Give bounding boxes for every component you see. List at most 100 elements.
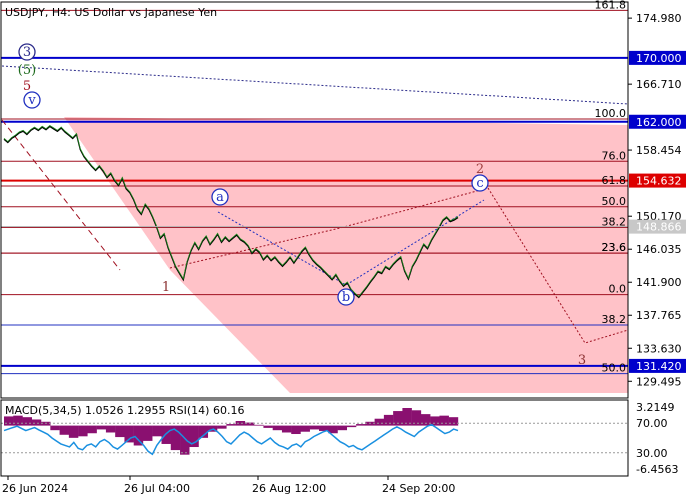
- price-line-highlight: [3, 125, 459, 297]
- indicator-tick-label: -6.4563: [636, 463, 678, 476]
- macd-bar: [309, 425, 320, 430]
- indicator-tick-label: 30.00: [636, 447, 668, 460]
- macd-bar: [68, 425, 79, 438]
- price-tick-label: 133.630: [636, 342, 682, 355]
- macd-bar: [402, 408, 412, 426]
- macd-bar: [374, 418, 385, 426]
- macd-bar: [254, 424, 264, 426]
- current-price-tag-label: 148.866: [636, 221, 682, 234]
- wave-label: 3: [23, 45, 31, 60]
- macd-bar: [226, 424, 236, 426]
- time-tick-label: 26 Aug 12:00: [252, 482, 326, 495]
- macd-bar: [328, 425, 338, 434]
- indicator-label: MACD(5,34,5) 1.0526 1.2955 RSI(14) 60.16: [5, 404, 244, 417]
- price-level-tag-label: 131.420: [636, 360, 682, 373]
- price-level-tag: [629, 114, 686, 129]
- macd-bar: [170, 425, 181, 451]
- fib-label: 61.8: [602, 174, 627, 187]
- price-level-tag: [629, 358, 686, 373]
- fib-label: 76.0: [602, 149, 627, 162]
- fib-label: 23.6: [602, 241, 627, 254]
- price-level-tag: [629, 50, 686, 65]
- price-level-tag-label: 170.000: [636, 52, 682, 65]
- wave-label-circle: [23, 91, 41, 109]
- time-tick-label: 26 Jul 04:00: [124, 482, 190, 495]
- macd-bar: [180, 425, 190, 455]
- forecast-path: [487, 187, 628, 344]
- macd-bar: [217, 425, 227, 429]
- time-tick-label: 26 Jun 2024: [2, 482, 68, 495]
- macd-bar: [50, 425, 60, 431]
- chart-title: USDJPY, H4: US Dollar vs Japanese Yen: [5, 6, 217, 19]
- fib-label-lower: 50.0: [602, 362, 627, 375]
- macd-bar: [105, 425, 116, 433]
- wave-label: v: [27, 93, 36, 108]
- wave-trendline: [1, 65, 628, 105]
- time-tick-label: 24 Sep 20:00: [382, 482, 455, 495]
- price-tick-label: 174.980: [636, 12, 682, 25]
- fib-label: 23.6: [602, 241, 627, 254]
- fib-label-lower: 38.2: [602, 313, 627, 326]
- wave-label: (5): [18, 63, 36, 78]
- price-tick-label: 146.035: [636, 243, 682, 256]
- macd-bar: [300, 425, 310, 432]
- macd-bar: [22, 417, 32, 426]
- macd-bar: [346, 425, 357, 428]
- macd-bar: [439, 415, 449, 426]
- macd-bar: [281, 425, 292, 433]
- wave-label: c: [476, 176, 483, 191]
- wave-label-circle: [211, 188, 229, 206]
- macd-bar: [420, 414, 431, 426]
- macd-bar: [189, 425, 199, 448]
- wave-label: a: [216, 190, 224, 205]
- macd-bar: [430, 416, 440, 426]
- wave-label: 3: [578, 353, 586, 368]
- macd-bar: [263, 425, 273, 428]
- macd-bar: [272, 425, 283, 431]
- price-level-tag: [629, 173, 686, 188]
- price-tick-label: 158.454: [636, 144, 682, 157]
- macd-bar: [161, 425, 171, 444]
- macd-bar: [319, 425, 329, 431]
- macd-bar: [411, 410, 422, 426]
- wave-label: b: [342, 290, 350, 305]
- fib-label: 50.0: [602, 195, 627, 208]
- macd-bar: [124, 425, 134, 443]
- wave-label-circle: [18, 43, 36, 61]
- macd-bar: [198, 425, 209, 438]
- wave-label: 5: [23, 79, 31, 94]
- price-tick-label: 137.765: [636, 309, 682, 322]
- macd-bar: [356, 424, 366, 426]
- indicator-pane-frame: [0, 399, 629, 477]
- current-price-tag: [629, 219, 686, 234]
- macd-bar: [337, 425, 348, 431]
- macd-bar: [383, 414, 394, 426]
- macd-bar: [142, 425, 153, 441]
- fib-label: 100.0: [595, 107, 627, 120]
- pink-channel: [64, 117, 628, 393]
- indicator-tick-label: 3.2149: [636, 401, 675, 414]
- macd-bar: [393, 411, 403, 426]
- main-pane-frame: [0, 1, 629, 399]
- macd-bar: [235, 421, 246, 426]
- indicator-tick-label: 70.00: [636, 417, 668, 430]
- fib-label: 0.0: [609, 283, 627, 296]
- macd-bar: [87, 425, 97, 434]
- macd-bar: [133, 425, 144, 446]
- wave-projection-12: [169, 187, 489, 269]
- rsi-line: [3, 423, 459, 456]
- wave-label-circle: [471, 174, 489, 192]
- price-tick-label: 166.710: [636, 78, 682, 91]
- fib-label: 38.2: [602, 216, 627, 229]
- price-tick-label: 129.495: [636, 375, 682, 388]
- channel-dashed-line: [1, 119, 121, 271]
- wave-label: 1: [162, 280, 170, 295]
- macd-bar: [4, 416, 14, 426]
- macd-bar: [31, 419, 42, 426]
- macd-bar: [448, 417, 459, 426]
- macd-bar: [59, 425, 70, 435]
- wave-label: 2: [476, 162, 484, 177]
- fib-label: 161.8: [595, 0, 627, 11]
- price-level-tag-label: 154.632: [636, 175, 682, 188]
